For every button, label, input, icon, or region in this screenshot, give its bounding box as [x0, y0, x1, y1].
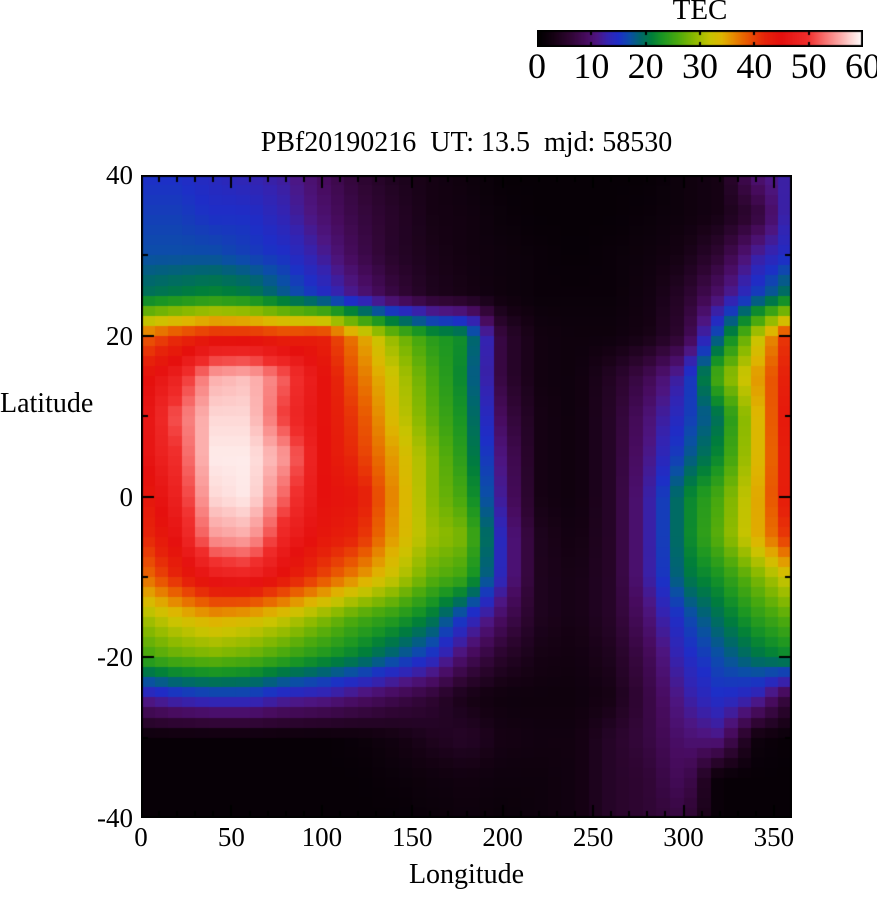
x-tick-label: 350 — [753, 822, 795, 852]
y-axis-title: Latitude — [0, 388, 94, 419]
x-tick-label: 0 — [134, 822, 148, 852]
heatmap-canvas — [141, 175, 792, 818]
y-tick-label: 20 — [106, 320, 133, 351]
colorbar-tick-label: 10 — [573, 46, 610, 86]
x-tick-label: 50 — [217, 822, 245, 852]
x-tick-label: 250 — [572, 822, 614, 852]
colorbar-tick-label: 30 — [682, 46, 718, 86]
y-tick-label: 0 — [119, 481, 134, 512]
colorbar — [537, 30, 863, 47]
x-tick-label: 150 — [392, 822, 433, 852]
y-tick-label: 40 — [106, 160, 133, 190]
x-tick-label: 300 — [663, 822, 704, 852]
colorbar-tick-label: 20 — [627, 46, 664, 86]
y-tick-label: -20 — [97, 642, 133, 673]
x-tick-label: 200 — [482, 822, 523, 852]
y-tick-label: -40 — [97, 803, 133, 833]
x-axis-title: Longitude — [408, 859, 525, 890]
colorbar-tick-label: 0 — [528, 46, 546, 86]
x-tick-label: 100 — [301, 822, 343, 852]
plot-title: PBf20190216 UT: 13.5 mjd: 58530 — [260, 127, 673, 158]
colorbar-title: TEC — [672, 0, 728, 26]
colorbar-tick-label: 50 — [790, 46, 827, 86]
colorbar-tick-label: 60 — [845, 46, 877, 86]
colorbar-tick-label: 40 — [736, 46, 773, 86]
